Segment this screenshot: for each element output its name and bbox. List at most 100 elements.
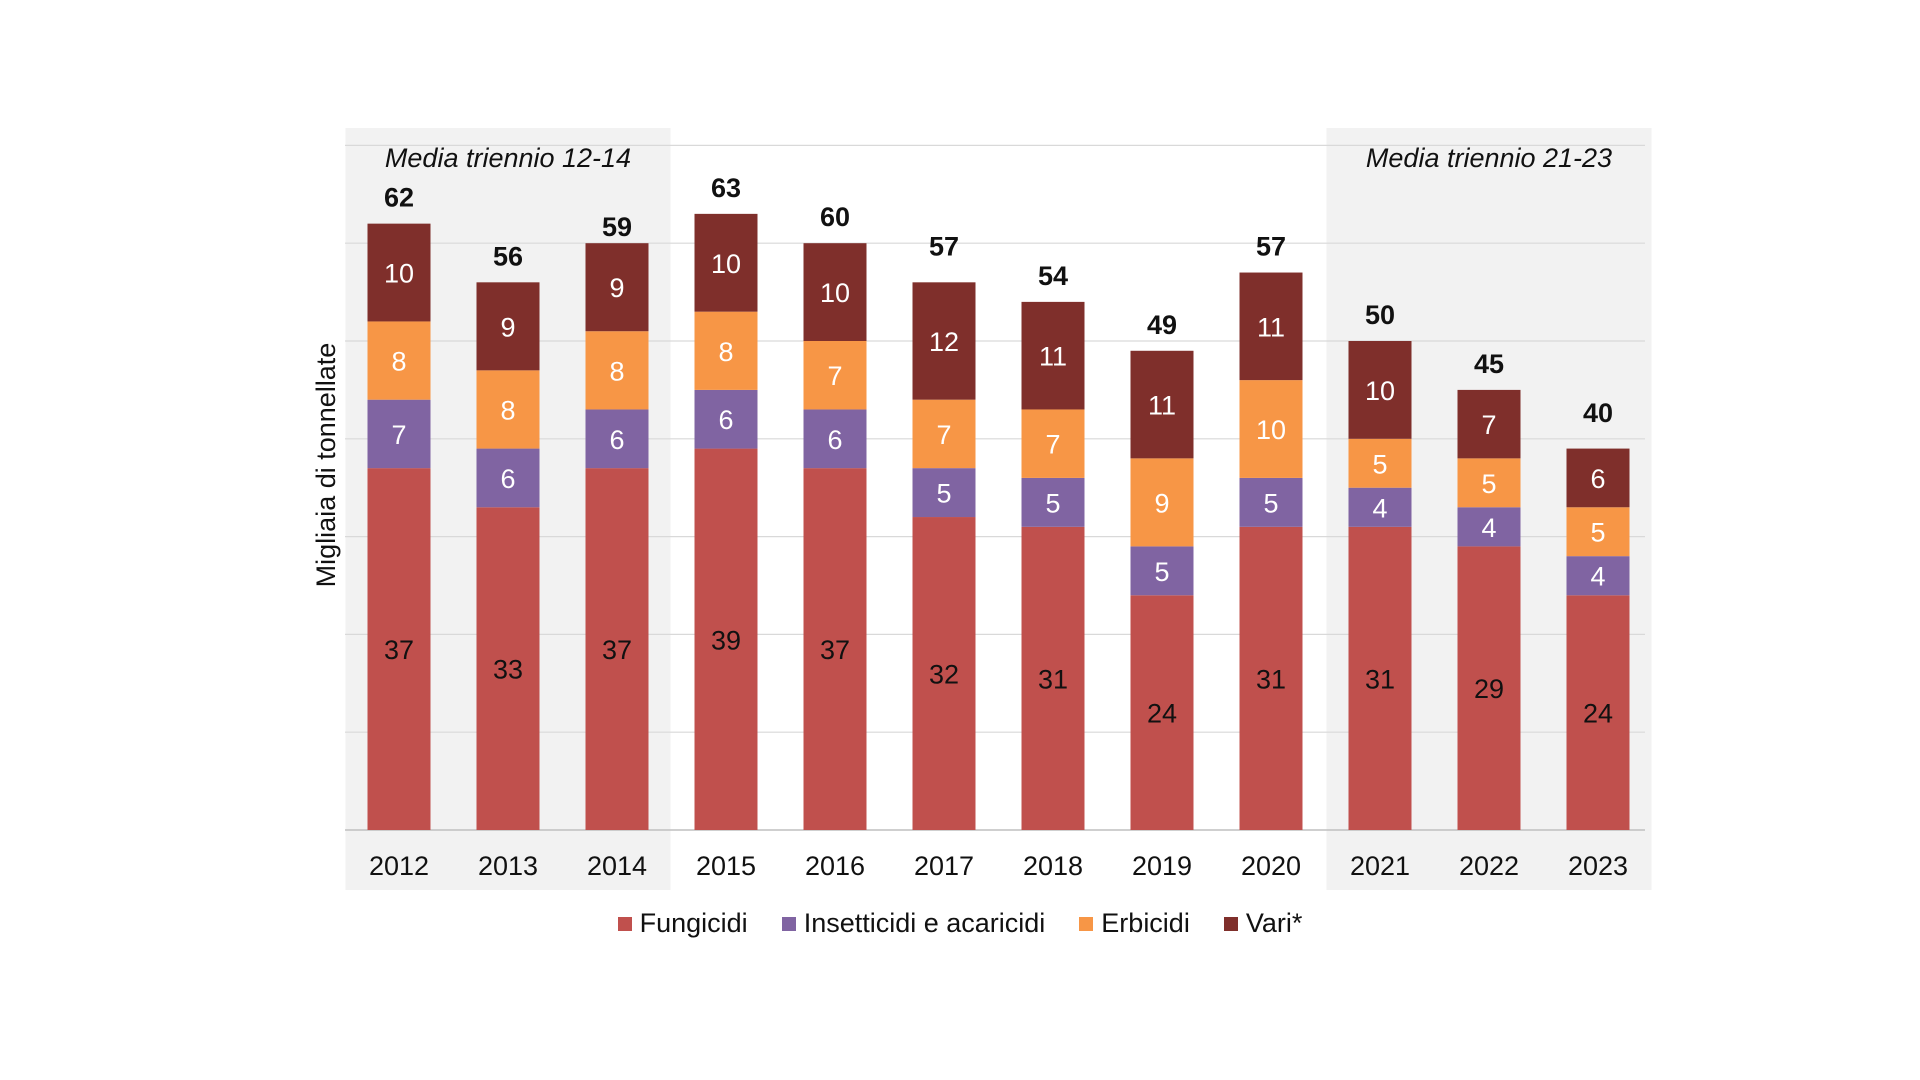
bar-segment-insetticidi-e-acaricidi: [367, 399, 431, 469]
x-tick-label: 2022: [1459, 851, 1519, 881]
x-tick-label: 2020: [1241, 851, 1301, 881]
bar-segment-insetticidi-e-acaricidi: [803, 409, 867, 469]
bar-segment-insetticidi-e-acaricidi: [1457, 507, 1521, 547]
segment-value-label: 11: [1257, 312, 1285, 342]
y-axis-label: Migliaia di tonnellate: [311, 343, 341, 588]
total-value-label: 63: [711, 173, 741, 203]
highlight-regions: Media triennio 12-14 Media triennio 21-23: [345, 128, 1652, 890]
x-tick-label: 2013: [478, 851, 538, 881]
segment-value-label: 11: [1039, 342, 1067, 372]
bar-segment-insetticidi-e-acaricidi: [476, 448, 540, 508]
bar-segment-fungicidi: [1348, 526, 1412, 830]
legend-swatch: [781, 916, 796, 931]
bar-segment-vari: [1348, 341, 1412, 439]
total-value-label: 62: [384, 183, 414, 213]
bar-segment-erbicidi: [803, 341, 867, 410]
segment-value-label: 24: [1583, 699, 1613, 729]
segment-value-label: 5: [936, 479, 951, 509]
bar-segment-erbicidi: [694, 311, 758, 390]
annotation-label: Media triennio 21-23: [1366, 143, 1612, 173]
total-value-label: 45: [1474, 349, 1504, 379]
segment-value-label: 37: [820, 635, 850, 665]
x-tick-label: 2014: [587, 851, 647, 881]
segment-value-label: 31: [1365, 664, 1395, 694]
legend-item-erbicidi: Erbicidi: [1079, 908, 1190, 939]
bar-segment-erbicidi: [1348, 438, 1412, 488]
segment-value-label: 37: [602, 635, 632, 665]
bar-segment-fungicidi: [1566, 595, 1630, 830]
segment-value-label: 12: [929, 327, 959, 357]
bar-segment-fungicidi: [803, 468, 867, 830]
legend-label: Vari*: [1245, 908, 1303, 938]
legend-label: Insetticidi e acaricidi: [803, 908, 1046, 938]
total-value-label: 54: [1038, 261, 1068, 291]
segment-value-label: 37: [384, 635, 414, 665]
bar-segment-vari: [1566, 448, 1630, 508]
x-tick-label: 2015: [696, 851, 756, 881]
bar-segment-erbicidi: [912, 399, 976, 469]
segment-value-label: 5: [1263, 488, 1278, 518]
bar-segment-vari: [367, 223, 431, 322]
legend-label: Fungicidi: [639, 908, 748, 938]
gridlines: [345, 144, 1645, 831]
bar-segment-fungicidi: [1239, 526, 1303, 830]
segment-value-label: 6: [609, 425, 624, 455]
bar-segment-fungicidi: [1021, 526, 1085, 830]
segment-value-label: 7: [936, 420, 951, 450]
segment-value-label: 32: [929, 660, 959, 690]
segment-value-label: 5: [1481, 469, 1496, 499]
segment-value-label: 8: [609, 356, 624, 386]
total-value-label: 60: [820, 202, 850, 232]
segment-value-label: 24: [1147, 699, 1177, 729]
data-labels: 3778106233689563768959396810633767106032…: [384, 173, 1613, 729]
total-value-label: 50: [1365, 300, 1395, 330]
bar-segment-erbicidi: [1239, 380, 1303, 478]
bars: [367, 213, 1630, 830]
legend: Fungicidi Insetticidi e acaricidi Erbicidi…: [0, 908, 1920, 939]
total-value-label: 49: [1147, 310, 1177, 340]
x-axis: 2012 2013 2014 2015 2016 2017 2018 2019 2020 2021…: [369, 851, 1628, 881]
x-tick-label: 2017: [914, 851, 974, 881]
bar-segment-insetticidi-e-acaricidi: [912, 468, 976, 518]
segment-value-label: 39: [711, 625, 741, 655]
total-value-label: 57: [929, 232, 959, 262]
bar-segment-vari: [694, 213, 758, 312]
bar-segment-erbicidi: [585, 331, 649, 410]
segment-value-label: 8: [500, 395, 515, 425]
bar-segment-insetticidi-e-acaricidi: [1348, 487, 1412, 527]
segment-value-label: 8: [391, 347, 406, 377]
segment-value-label: 4: [1481, 513, 1496, 543]
bar-segment-insetticidi-e-acaricidi: [585, 409, 649, 469]
bar-segment-vari: [803, 243, 867, 341]
bar-segment-vari: [1239, 272, 1303, 381]
bar-segment-erbicidi: [367, 321, 431, 400]
legend-item-vari: Vari*: [1223, 908, 1303, 939]
segment-value-label: 10: [1256, 415, 1286, 445]
bar-segment-fungicidi: [367, 468, 431, 830]
segment-value-label: 5: [1154, 557, 1169, 587]
bar-segment-erbicidi: [476, 370, 540, 449]
segment-value-label: 10: [1365, 376, 1395, 406]
bar-segment-vari: [1457, 389, 1521, 459]
legend-label: Erbicidi: [1101, 908, 1190, 938]
segment-value-label: 33: [493, 655, 523, 685]
bar-segment-erbicidi: [1130, 458, 1194, 547]
bar-segment-insetticidi-e-acaricidi: [1130, 546, 1194, 596]
segment-value-label: 5: [1045, 488, 1060, 518]
bar-segment-insetticidi-e-acaricidi: [1021, 477, 1085, 527]
segment-value-label: 6: [1590, 464, 1605, 494]
bar-segment-erbicidi: [1457, 458, 1521, 508]
bar-segment-fungicidi: [912, 517, 976, 830]
segment-value-label: 10: [820, 278, 850, 308]
legend-item-insetticidi-e-acaricidi: Insetticidi e acaricidi: [781, 908, 1046, 939]
bar-segment-fungicidi: [585, 468, 649, 830]
legend-swatch: [1223, 916, 1238, 931]
segment-value-label: 11: [1148, 391, 1176, 421]
segment-value-label: 7: [827, 361, 842, 391]
segment-value-label: 6: [500, 464, 515, 494]
x-tick-label: 2012: [369, 851, 429, 881]
segment-value-label: 4: [1590, 562, 1605, 592]
x-tick-label: 2021: [1350, 851, 1410, 881]
segment-value-label: 31: [1038, 664, 1068, 694]
